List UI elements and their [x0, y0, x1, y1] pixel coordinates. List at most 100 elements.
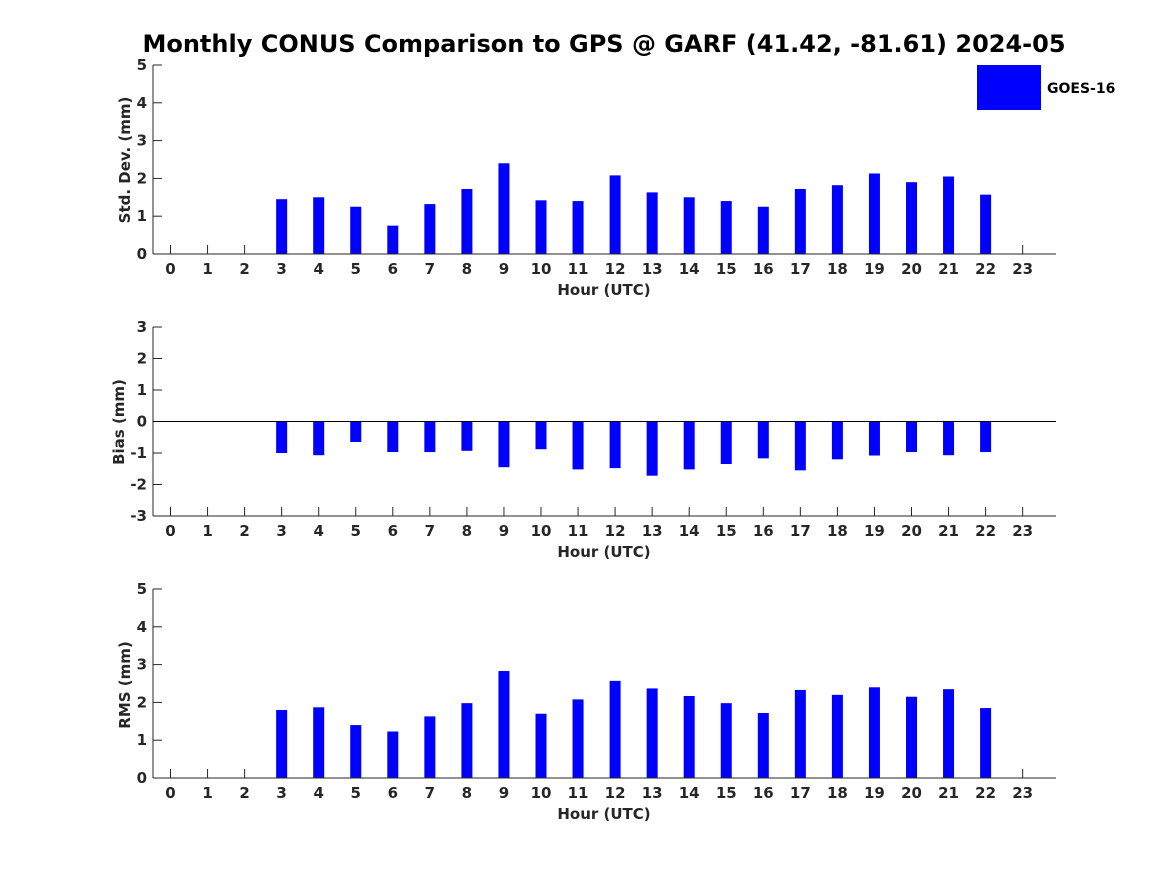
chart-title: Monthly CONUS Comparison to GPS @ GARF (… [142, 30, 1065, 58]
rms-x-tick-label: 14 [679, 784, 700, 802]
rms-bar [720, 703, 732, 778]
rms-y-tick-label: 2 [137, 693, 147, 711]
rms-bar [535, 713, 547, 778]
std-dev-bar [831, 185, 843, 254]
rms-x-tick-label: 11 [568, 784, 589, 802]
std-dev-x-tick-label: 23 [1012, 260, 1033, 278]
rms-x-tick-label: 4 [313, 784, 323, 802]
std-dev-bar [683, 197, 695, 254]
std-dev-x-tick-label: 6 [388, 260, 398, 278]
std-dev-bar [387, 225, 399, 254]
bias-x-tick-label: 0 [165, 522, 175, 540]
rms-bar [646, 688, 658, 778]
bias-bar [646, 421, 658, 476]
std-dev-x-tick-label: 1 [202, 260, 212, 278]
std-dev-bar [646, 192, 658, 254]
std-dev-y-tick-label: 3 [137, 132, 147, 150]
bias-bar [387, 421, 399, 453]
std-dev-bar [757, 206, 769, 254]
rms-ylabel: RMS (mm) [116, 641, 134, 728]
bias-y-tick-label: 3 [137, 318, 147, 336]
std-dev-bar [943, 176, 955, 254]
std-dev-bar [572, 201, 584, 254]
bias-x-tick-label: 10 [531, 522, 552, 540]
bias-bar [424, 421, 436, 453]
std-dev-bar [868, 173, 880, 254]
std-dev-x-tick-label: 5 [351, 260, 361, 278]
bias-y-tick-label: 2 [137, 350, 147, 368]
std-dev-x-tick-label: 12 [605, 260, 626, 278]
legend-label: GOES-16 [1047, 81, 1115, 97]
std-dev-x-tick-label: 10 [531, 260, 552, 278]
bias-y-tick-label: -1 [130, 444, 147, 462]
rms-y-tick-label: 4 [137, 618, 147, 636]
rms-x-tick-label: 0 [165, 784, 175, 802]
rms-bar [276, 709, 288, 778]
std-dev-xlabel: Hour (UTC) [557, 281, 650, 299]
bias-x-tick-label: 9 [499, 522, 509, 540]
std-dev-x-tick-label: 9 [499, 260, 509, 278]
rms-x-tick-label: 18 [827, 784, 848, 802]
std-dev-x-tick-label: 18 [827, 260, 848, 278]
std-dev-bar [906, 182, 917, 254]
std-dev-y-tick-label: 5 [137, 56, 147, 74]
rms-x-tick-label: 22 [975, 784, 996, 802]
rms-x-tick-label: 5 [351, 784, 361, 802]
bias-x-tick-label: 3 [276, 522, 286, 540]
bias-bar [868, 421, 880, 456]
bias-x-tick-label: 23 [1012, 522, 1033, 540]
bias-y-tick-label: 0 [137, 413, 147, 431]
bias-bar [498, 421, 510, 468]
std-dev-bar [794, 188, 806, 254]
std-dev-x-tick-label: 22 [975, 260, 996, 278]
bias-x-tick-label: 14 [679, 522, 700, 540]
std-dev-x-tick-label: 21 [938, 260, 959, 278]
rms-x-tick-label: 12 [605, 784, 626, 802]
bias-bar [350, 421, 362, 442]
std-dev-bar [498, 163, 510, 254]
rms-bar [387, 731, 399, 778]
std-dev-x-tick-label: 16 [753, 260, 774, 278]
rms-bar [868, 687, 880, 778]
rms-x-tick-label: 17 [790, 784, 811, 802]
rms-x-tick-label: 10 [531, 784, 552, 802]
std-dev-bars [276, 163, 992, 254]
rms-bar [424, 716, 436, 778]
rms-bar [313, 707, 325, 778]
bias-x-tick-label: 21 [938, 522, 959, 540]
bias-bar [980, 421, 992, 453]
std-dev-x-tick-label: 17 [790, 260, 811, 278]
rms-x-tick-label: 8 [462, 784, 472, 802]
rms-x-tick-label: 20 [901, 784, 922, 802]
bias-bar [906, 421, 917, 453]
rms-bar [461, 703, 473, 778]
std-dev-x-tick-label: 14 [679, 260, 700, 278]
bias-ylabel: Bias (mm) [110, 379, 128, 465]
legend: GOES-16 [977, 65, 1115, 110]
rms-bar [943, 689, 955, 778]
rms-bar [350, 725, 362, 778]
bias-x-tick-label: 11 [568, 522, 589, 540]
std-dev-bar [535, 200, 547, 254]
bias-x-tick-label: 2 [239, 522, 249, 540]
bias-bar [943, 421, 955, 456]
rms-y-tick-label: 3 [137, 656, 147, 674]
std-dev-x-tick-label: 20 [901, 260, 922, 278]
rms-bar [609, 680, 621, 778]
std-dev-x-tick-label: 7 [425, 260, 435, 278]
std-dev-bar [461, 188, 473, 254]
rms-bar [794, 689, 806, 778]
bias-x-tick-label: 22 [975, 522, 996, 540]
rms-x-tick-label: 3 [276, 784, 286, 802]
bias-x-tick-label: 1 [202, 522, 212, 540]
bias-bar [720, 421, 732, 465]
rms-x-tick-label: 9 [499, 784, 509, 802]
bias-x-tick-label: 18 [827, 522, 848, 540]
std-dev-x-tick-label: 3 [276, 260, 286, 278]
legend-swatch [977, 65, 1041, 110]
bias-bar [683, 421, 695, 470]
